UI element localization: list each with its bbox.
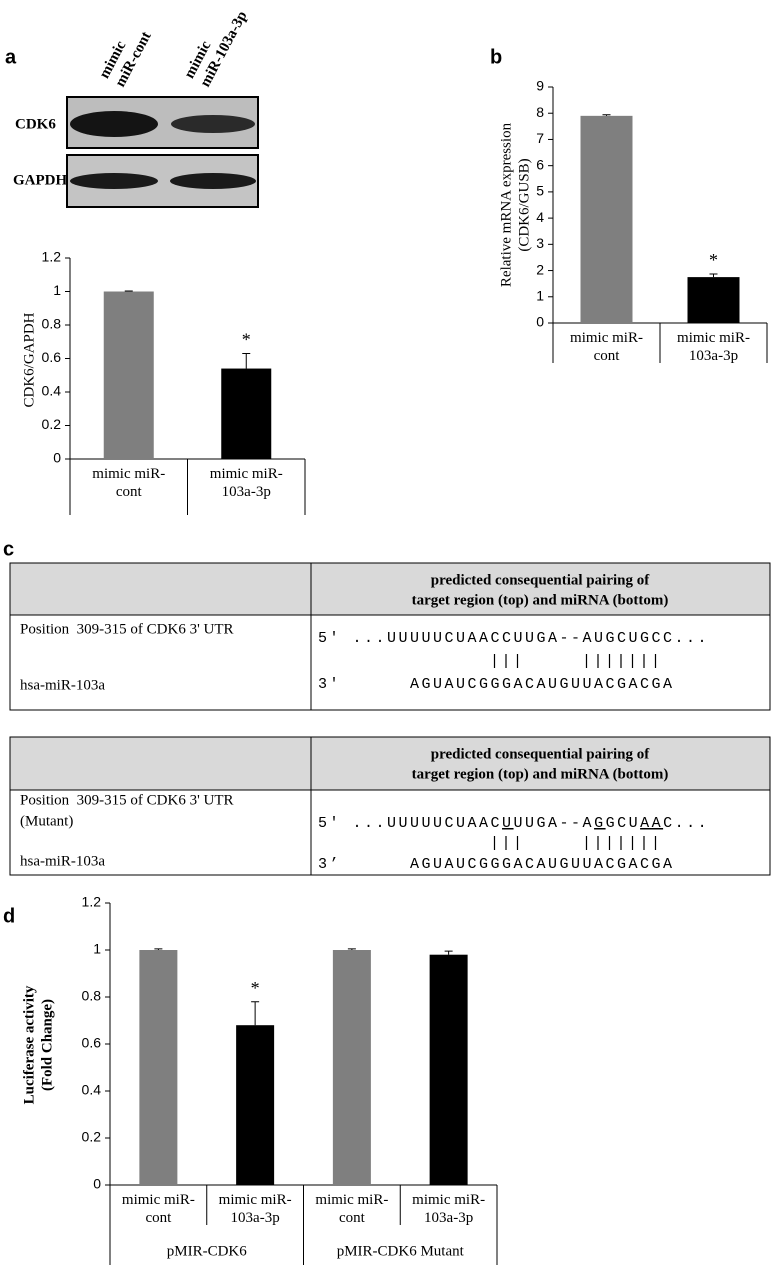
- y-tick-label: 1.2: [82, 894, 102, 910]
- error-bar: [347, 948, 356, 950]
- y-tick-label: 0.6: [42, 349, 62, 365]
- table-border: [9, 736, 771, 876]
- y-axis-label: Relative mRNA expression: [498, 122, 514, 287]
- y-tick-label: 7: [536, 130, 544, 146]
- y-tick-label: 0.4: [82, 1082, 102, 1098]
- significance: *: [251, 978, 260, 998]
- group-label: pMIR-CDK6 Mutant: [337, 1243, 465, 1259]
- error-bar: [154, 948, 163, 950]
- x-tick-label: mimic miR-cont: [315, 1192, 388, 1226]
- significance: *: [709, 250, 718, 270]
- y-tick-label: 0: [93, 1176, 101, 1192]
- y-axis-label: Luciferase activity: [21, 985, 37, 1104]
- target-sequence: 5' ...UUUUUCUAACUUUGA--AGGCUAAC...: [318, 815, 709, 832]
- x-tick-label: mimic miR-cont: [122, 1192, 195, 1226]
- y-tick-label: 0.8: [42, 316, 62, 332]
- table-header-text: predicted consequential pairing of: [431, 572, 650, 588]
- error-bar: [251, 1001, 260, 1026]
- bar: [332, 950, 371, 1185]
- blot-band: [171, 115, 255, 133]
- panel-label: d: [3, 905, 15, 927]
- bar: [103, 291, 154, 459]
- x-tick-label: mimic miR-103a-3p: [219, 1192, 292, 1226]
- mirna-label: hsa-miR-103a: [20, 853, 105, 869]
- error-bar: [709, 273, 718, 278]
- table-border: [9, 562, 771, 711]
- error-bar: [444, 950, 453, 955]
- x-tick-label: mimic miR-103a-3p: [210, 466, 283, 500]
- x-tick-label: mimic miR-103a-3p: [412, 1192, 485, 1226]
- sequence-part: C...: [663, 815, 709, 832]
- sequence-part: GCU: [606, 815, 641, 832]
- blot-column-label: mimic miR-103a-3p: [181, 9, 250, 90]
- blot-row-label: CDK6: [15, 116, 56, 132]
- x-tick-label: mimic miR-cont: [92, 466, 165, 500]
- group-label: pMIR-CDK6: [167, 1243, 248, 1259]
- y-tick-label: 0: [53, 450, 61, 466]
- bar: [687, 277, 740, 323]
- table-header: [10, 563, 770, 615]
- pairing: ||| |||||||: [490, 835, 663, 852]
- blot-band: [70, 111, 158, 137]
- mirna-label: hsa-miR-103a: [20, 677, 105, 693]
- y-tick-label: 0.8: [82, 988, 102, 1004]
- y-tick-label: 3: [536, 235, 544, 251]
- y-tick-label: 8: [536, 104, 544, 120]
- sequence-part: 5' ...UUUUUCUAAC: [318, 815, 502, 832]
- error-bar: [242, 352, 251, 369]
- target-label: Position 309-315 of CDK6 3' UTR: [20, 621, 234, 637]
- bar: [580, 115, 633, 323]
- mirna-sequence: 3’ AGUAUCGGGACAUGUUACGACGA: [318, 856, 675, 873]
- y-tick-label: 9: [536, 78, 544, 94]
- bar: [429, 954, 468, 1185]
- y-tick-label: 1: [93, 941, 101, 957]
- y-tick-label: 2: [536, 261, 544, 277]
- table-header-text: target region (top) and miRNA (bottom): [412, 766, 669, 782]
- y-tick-label: 1: [53, 282, 61, 298]
- y-tick-label: 0.2: [82, 1129, 102, 1145]
- y-axis-label: CDK6/GAPDH: [21, 312, 37, 407]
- blot-band: [170, 173, 256, 189]
- y-tick-label: 4: [536, 209, 544, 225]
- y-axis-label: (CDK6/GUSB): [516, 158, 532, 251]
- y-tick-label: 1: [536, 287, 544, 303]
- y-tick-label: 0.4: [42, 383, 62, 399]
- panel-label: b: [490, 46, 502, 68]
- target-label: (Mutant): [20, 813, 73, 829]
- y-tick-label: 0.6: [82, 1035, 102, 1051]
- y-tick-label: 1.2: [42, 249, 62, 265]
- pairing: ||| |||||||: [490, 653, 663, 670]
- mirna-sequence: 3' AGUAUCGGGACAUGUUACGACGA: [318, 676, 675, 693]
- blot-column-label: mimic miR-cont: [96, 29, 154, 89]
- y-tick-label: 6: [536, 156, 544, 172]
- error-bar: [602, 114, 611, 116]
- y-tick-label: 0.2: [42, 416, 62, 432]
- target-label: Position 309-315 of CDK6 3' UTR: [20, 792, 234, 808]
- sequence-part: U: [502, 815, 514, 832]
- sequence-part: G: [594, 815, 606, 832]
- x-tick-label: mimic miR-103a-3p: [677, 330, 750, 364]
- x-tick-label: mimic miR-cont: [570, 330, 643, 364]
- panel-label: c: [3, 538, 14, 560]
- bar: [236, 1025, 275, 1185]
- table-header-text: predicted consequential pairing of: [431, 746, 650, 762]
- sequence-part: UUGA--A: [514, 815, 595, 832]
- y-axis-label: (Fold Change): [39, 999, 55, 1091]
- target-sequence: 5' ...UUUUUCUAACCUUGA--AUGCUGCC...: [318, 630, 709, 647]
- table-header-text: target region (top) and miRNA (bottom): [412, 592, 669, 608]
- table-header: [10, 737, 770, 790]
- blot-row-label: GAPDH: [13, 172, 67, 188]
- bar: [139, 950, 178, 1185]
- sequence-part: 5' ...UUUUUCUAACCUUGA--AUGCUGCC...: [318, 630, 709, 647]
- panel-label: a: [5, 46, 17, 68]
- significance: *: [242, 330, 251, 350]
- blot-band: [70, 173, 158, 189]
- sequence-part: AA: [640, 815, 663, 832]
- bar: [221, 368, 272, 459]
- y-tick-label: 0: [536, 314, 544, 330]
- error-bar: [124, 290, 133, 292]
- y-tick-label: 5: [536, 183, 544, 199]
